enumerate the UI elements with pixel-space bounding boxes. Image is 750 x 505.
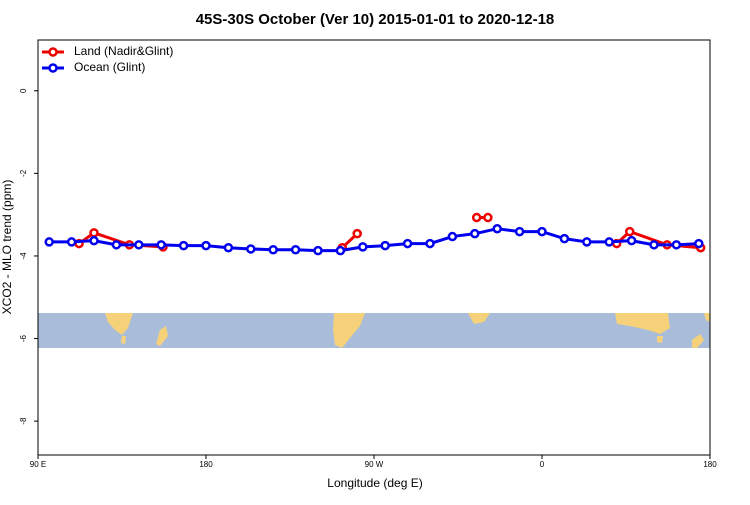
data-point <box>335 245 346 256</box>
legend-marker <box>48 47 58 57</box>
legend-label: Ocean (Glint) <box>74 60 145 74</box>
y-tick-label: 0 <box>19 88 28 93</box>
data-point <box>290 245 301 255</box>
data-point <box>626 235 637 246</box>
x-tick-label: 180 <box>703 460 717 469</box>
data-point <box>447 231 458 242</box>
data-point <box>649 240 659 250</box>
data-point <box>223 242 234 253</box>
data-point <box>671 240 682 250</box>
y-tick-label: -2 <box>19 169 28 177</box>
data-point <box>483 212 493 223</box>
data-point <box>470 228 480 239</box>
y-axis-label: XCO2 - MLO trend (ppm) <box>0 180 14 315</box>
chart-title: 45S-30S October (Ver 10) 2015-01-01 to 2… <box>196 11 555 28</box>
data-point <box>44 237 54 247</box>
legend-label: Land (Nadir&Glint) <box>74 44 173 58</box>
data-point <box>425 238 435 249</box>
x-tick-label: 90 E <box>30 460 46 469</box>
x-tick-label: 180 <box>199 460 213 469</box>
y-tick-label: -6 <box>19 334 28 342</box>
data-point <box>201 240 211 251</box>
data-point <box>582 237 592 247</box>
data-point <box>352 228 362 239</box>
x-tick-label: 90 W <box>365 460 384 469</box>
data-point <box>604 237 614 247</box>
data-point <box>492 223 502 234</box>
data-point <box>358 242 368 252</box>
data-point <box>694 238 704 249</box>
data-point <box>156 240 166 250</box>
data-point <box>624 226 635 237</box>
data-point <box>134 240 144 250</box>
legend-marker <box>48 63 58 73</box>
map-background <box>38 313 710 348</box>
x-axis-label: Longitude (deg E) <box>327 476 422 490</box>
data-point <box>313 245 323 256</box>
y-tick-label: -4 <box>19 252 28 260</box>
data-point <box>268 245 278 255</box>
data-point <box>111 240 122 250</box>
data-point <box>89 228 99 238</box>
y-tick-label: -8 <box>19 417 28 425</box>
data-point <box>537 226 547 237</box>
data-point <box>402 238 413 249</box>
data-point <box>471 212 482 223</box>
data-point <box>514 226 525 237</box>
series-line <box>78 216 701 250</box>
x-tick-label: 0 <box>540 460 545 469</box>
data-point <box>246 244 256 254</box>
data-point <box>89 235 99 246</box>
data-point <box>66 237 77 247</box>
data-point <box>559 233 570 244</box>
data-point <box>380 240 390 251</box>
data-point <box>178 240 189 251</box>
